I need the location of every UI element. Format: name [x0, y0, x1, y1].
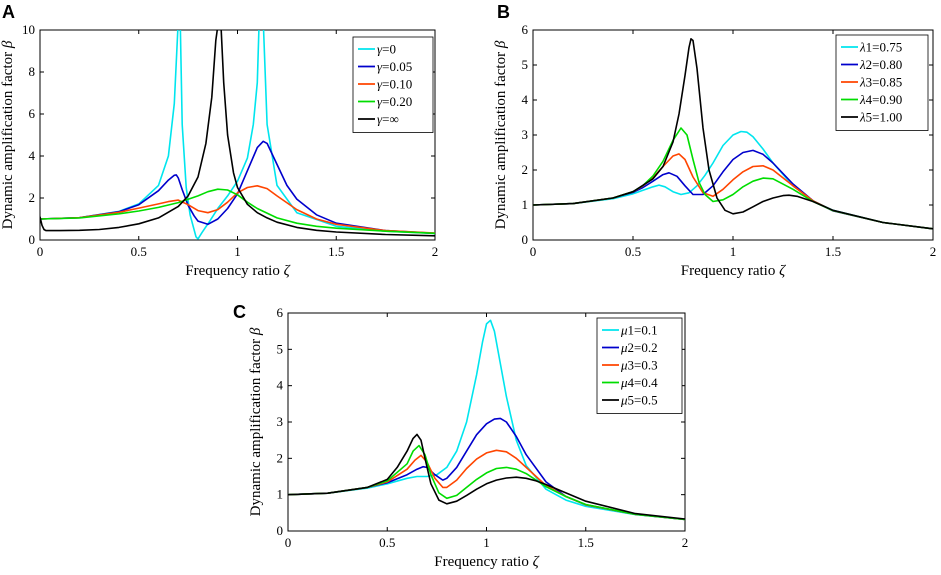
x-axis-label: Frequency ratio ζ: [681, 263, 786, 279]
y-tick-label: 3: [522, 127, 529, 142]
y-tick-label: 0: [29, 232, 36, 247]
y-tick-label: 0: [277, 523, 284, 538]
y-tick-label: 2: [29, 190, 36, 205]
x-tick-label: 2: [432, 244, 439, 259]
legend-entry: γ=0: [377, 42, 396, 57]
y-tick-label: 0: [522, 232, 529, 247]
y-tick-label: 6: [29, 106, 36, 121]
y-tick-label: 3: [277, 414, 284, 429]
y-tick-label: 5: [522, 57, 529, 72]
legend-entry: λ1=0.75: [859, 40, 902, 55]
x-tick-label: 1: [234, 244, 241, 259]
x-tick-label: 0.5: [131, 244, 147, 259]
legend-entry: μ4=0.4: [620, 375, 658, 390]
y-tick-label: 4: [277, 378, 284, 393]
x-tick-label: 2: [930, 244, 937, 259]
series-line-1: [40, 30, 435, 240]
y-axis-label: Dynamic amplification factor β: [493, 40, 509, 229]
y-tick-label: 1: [277, 487, 284, 502]
legend-entry: λ4=0.90: [859, 92, 902, 107]
x-tick-label: 0: [285, 535, 292, 550]
y-tick-label: 2: [522, 162, 529, 177]
series-line-2: [288, 417, 685, 521]
legend: γ=0 γ=0.05 γ=0.10 γ=0.20 γ=∞: [352, 36, 434, 133]
legend-entry: λ2=0.80: [859, 57, 902, 72]
y-tick-label: 5: [277, 341, 284, 356]
x-tick-label: 1: [483, 535, 490, 550]
series-group: [533, 37, 933, 230]
series-group: [40, 30, 435, 240]
x-tick-label: 1.5: [825, 244, 841, 259]
legend-entry: μ3=0.3: [620, 358, 658, 373]
y-tick-label: 6: [522, 22, 529, 37]
legend-entry: γ=0.20: [377, 94, 412, 109]
legend-entry: γ=∞: [377, 112, 399, 127]
legend-entry: λ3=0.85: [859, 75, 902, 90]
x-tick-label: 0: [37, 244, 44, 259]
legend-entry: γ=0.05: [377, 59, 412, 74]
y-tick-label: 2: [277, 450, 284, 465]
x-tick-label: 1.5: [328, 244, 344, 259]
y-tick-label: 4: [522, 92, 529, 107]
x-axis-label: Frequency ratio ζ: [434, 554, 539, 570]
chart-panel-c: 0 0.5 1 1.5 2 0 1 2 3 4 5 6 Frequency ratio ζ Dynamic…: [233, 302, 688, 570]
y-tick-label: 8: [29, 64, 36, 79]
x-axis-label: Frequency ratio ζ: [185, 263, 290, 279]
chart-panel-a: 0 0.5 1 1.5 2 0 2 4 6 8 10 Frequency ratio ζ Dynamic…: [0, 2, 438, 279]
legend-entry: μ1=0.1: [620, 323, 658, 338]
series-line-3: [40, 185, 435, 234]
x-tick-label: 0.5: [379, 535, 395, 550]
y-axis-label: Dynamic amplification factor β: [0, 40, 16, 229]
y-tick-label: 10: [22, 22, 35, 37]
series-line-2: [40, 140, 435, 235]
x-tick-label: 2: [682, 535, 689, 550]
x-tick-label: 1: [730, 244, 737, 259]
chart-panel-b: 0 0.5 1 1.5 2 0 1 2 3 4 5 6 Frequency ratio ζ Dynamic…: [493, 2, 936, 279]
series-line-5: [288, 433, 685, 520]
series-group: [288, 319, 685, 521]
series-line-3: [533, 153, 933, 230]
legend-entry: λ5=1.00: [859, 110, 902, 125]
legend: λ1=0.75 λ2=0.80 λ3=0.85 λ4=0.90 λ5=1.00: [835, 34, 929, 131]
series-line-5: [40, 30, 435, 237]
legend-entry: γ=0.10: [377, 77, 412, 92]
panel-letter: C: [233, 302, 246, 322]
panel-letter: B: [497, 2, 510, 22]
x-tick-label: 0.5: [625, 244, 641, 259]
series-line-4: [288, 444, 685, 521]
x-tick-label: 0: [530, 244, 537, 259]
y-tick-label: 1: [522, 197, 529, 212]
series-line-1: [288, 319, 685, 521]
series-line-5: [533, 37, 933, 230]
legend-entry: μ2=0.2: [620, 340, 658, 355]
series-line-3: [288, 449, 685, 521]
series-line-2: [533, 149, 933, 230]
legend-entry: μ5=0.5: [620, 393, 658, 408]
panel-letter: A: [2, 2, 15, 22]
y-tick-label: 4: [29, 148, 36, 163]
x-tick-label: 1.5: [578, 535, 594, 550]
series-line-4: [40, 188, 435, 235]
y-tick-label: 6: [277, 305, 284, 320]
y-axis-label: Dynamic amplification factor β: [248, 327, 264, 516]
legend: μ1=0.1 μ2=0.2 μ3=0.3 μ4=0.4 μ5=0.5: [596, 317, 683, 414]
